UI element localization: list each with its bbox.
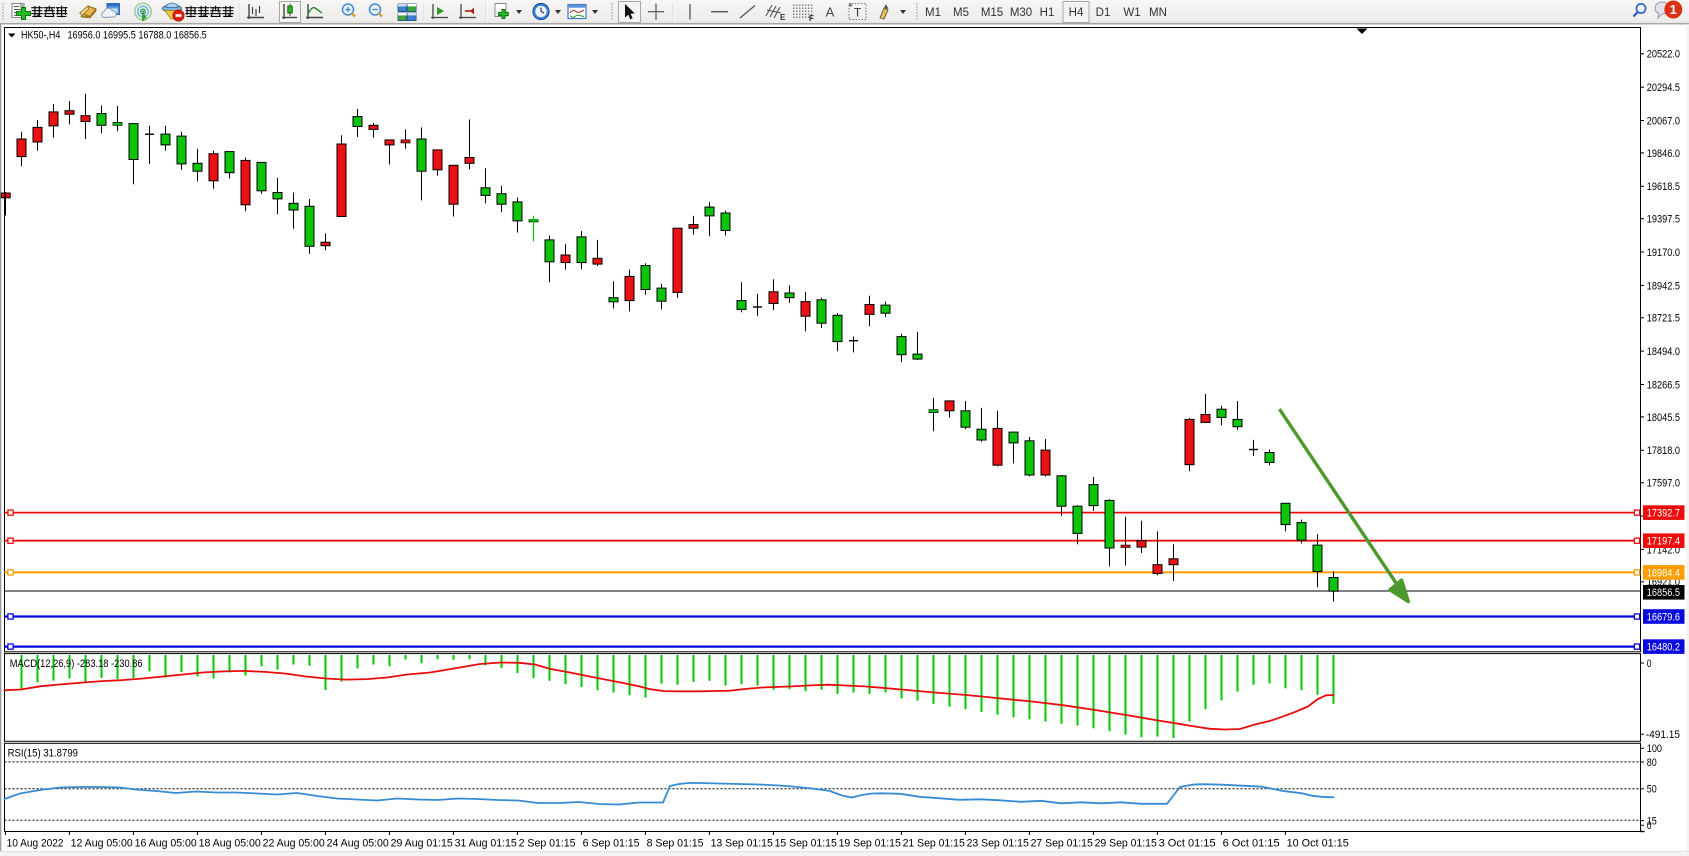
svg-text:18721.5: 18721.5 (1647, 313, 1680, 325)
svg-text:16 Aug 05:00: 16 Aug 05:00 (135, 837, 197, 849)
svg-text:19170.0: 19170.0 (1647, 247, 1680, 259)
svg-text:15: 15 (1647, 816, 1657, 828)
svg-text:18045.5: 18045.5 (1647, 412, 1680, 424)
svg-text:20067.0: 20067.0 (1647, 115, 1680, 127)
svg-text:24 Aug 05:00: 24 Aug 05:00 (327, 837, 389, 849)
svg-text:17818.0: 17818.0 (1647, 445, 1680, 457)
svg-text:M30: M30 (1010, 7, 1032, 19)
svg-text:17197.4: 17197.4 (1647, 536, 1680, 548)
svg-text:16984.4: 16984.4 (1647, 567, 1680, 579)
svg-text:18494.0: 18494.0 (1647, 346, 1680, 358)
svg-text:0: 0 (1647, 820, 1652, 832)
svg-text:18 Aug 05:00: 18 Aug 05:00 (199, 837, 261, 849)
svg-text:18942.5: 18942.5 (1647, 280, 1680, 292)
svg-text:HK50-,H4: HK50-,H4 (21, 30, 60, 42)
svg-text:-491.15: -491.15 (1646, 729, 1680, 741)
svg-text:27 Sep 01:15: 27 Sep 01:15 (1031, 837, 1093, 849)
svg-text:MACD(12,26,9) -283.18 -230.86: MACD(12,26,9) -283.18 -230.86 (10, 658, 143, 670)
svg-text:6 Sep 01:15: 6 Sep 01:15 (583, 837, 640, 849)
svg-text:22 Aug 05:00: 22 Aug 05:00 (263, 837, 325, 849)
svg-text:19 Sep 01:15: 19 Sep 01:15 (839, 837, 901, 849)
svg-text:13 Sep 01:15: 13 Sep 01:15 (711, 837, 773, 849)
svg-text:16679.6: 16679.6 (1647, 611, 1680, 623)
svg-text:D1: D1 (1096, 7, 1111, 19)
svg-text:H4: H4 (1069, 7, 1084, 19)
svg-text:M15: M15 (981, 7, 1003, 19)
svg-text:E: E (780, 13, 786, 22)
svg-text:2 Sep 01:15: 2 Sep 01:15 (519, 837, 576, 849)
svg-text:MN: MN (1149, 7, 1167, 19)
svg-text:M5: M5 (953, 7, 969, 19)
svg-text:10 Oct 01:15: 10 Oct 01:15 (1287, 837, 1349, 849)
svg-text:50: 50 (1647, 784, 1657, 796)
svg-text:16856.5: 16856.5 (1647, 587, 1680, 599)
svg-text:21 Sep 01:15: 21 Sep 01:15 (903, 837, 965, 849)
svg-text:20294.5: 20294.5 (1647, 82, 1680, 94)
svg-text:1: 1 (1670, 2, 1677, 17)
svg-text:20522.0: 20522.0 (1647, 49, 1680, 61)
svg-text:H1: H1 (1040, 7, 1055, 19)
svg-text:6 Oct 01:15: 6 Oct 01:15 (1223, 837, 1280, 849)
svg-text:100: 100 (1647, 743, 1662, 755)
svg-text:T: T (854, 6, 862, 20)
svg-text:23 Sep 01:15: 23 Sep 01:15 (967, 837, 1029, 849)
svg-text:29 Aug 01:15: 29 Aug 01:15 (391, 837, 453, 849)
svg-text:RSI(15) 31.8799: RSI(15) 31.8799 (8, 747, 78, 759)
svg-text:19846.0: 19846.0 (1647, 148, 1680, 160)
svg-text:17597.0: 17597.0 (1647, 478, 1680, 490)
svg-text:15 Sep 01:15: 15 Sep 01:15 (775, 837, 837, 849)
svg-text:18266.5: 18266.5 (1647, 379, 1680, 391)
svg-text:10 Aug 2022: 10 Aug 2022 (7, 837, 64, 849)
svg-text:3 Oct 01:15: 3 Oct 01:15 (1159, 837, 1216, 849)
svg-text:19618.5: 19618.5 (1647, 181, 1680, 193)
svg-text:17392.7: 17392.7 (1647, 508, 1680, 520)
svg-text:W1: W1 (1123, 7, 1140, 19)
svg-text:A: A (826, 5, 835, 20)
svg-text:0: 0 (1647, 658, 1652, 670)
svg-text:16956.0 16995.5 16788.0 16856.: 16956.0 16995.5 16788.0 16856.5 (68, 30, 207, 42)
svg-text:16480.2: 16480.2 (1647, 642, 1680, 654)
svg-text:F: F (809, 14, 814, 23)
svg-text:M1: M1 (925, 7, 941, 19)
svg-text:12 Aug 05:00: 12 Aug 05:00 (71, 837, 133, 849)
svg-text:80: 80 (1647, 757, 1657, 769)
svg-text:29 Sep 01:15: 29 Sep 01:15 (1095, 837, 1157, 849)
svg-text:8 Sep 01:15: 8 Sep 01:15 (647, 837, 704, 849)
svg-text:31 Aug 01:15: 31 Aug 01:15 (455, 837, 517, 849)
svg-text:19397.5: 19397.5 (1647, 214, 1680, 226)
